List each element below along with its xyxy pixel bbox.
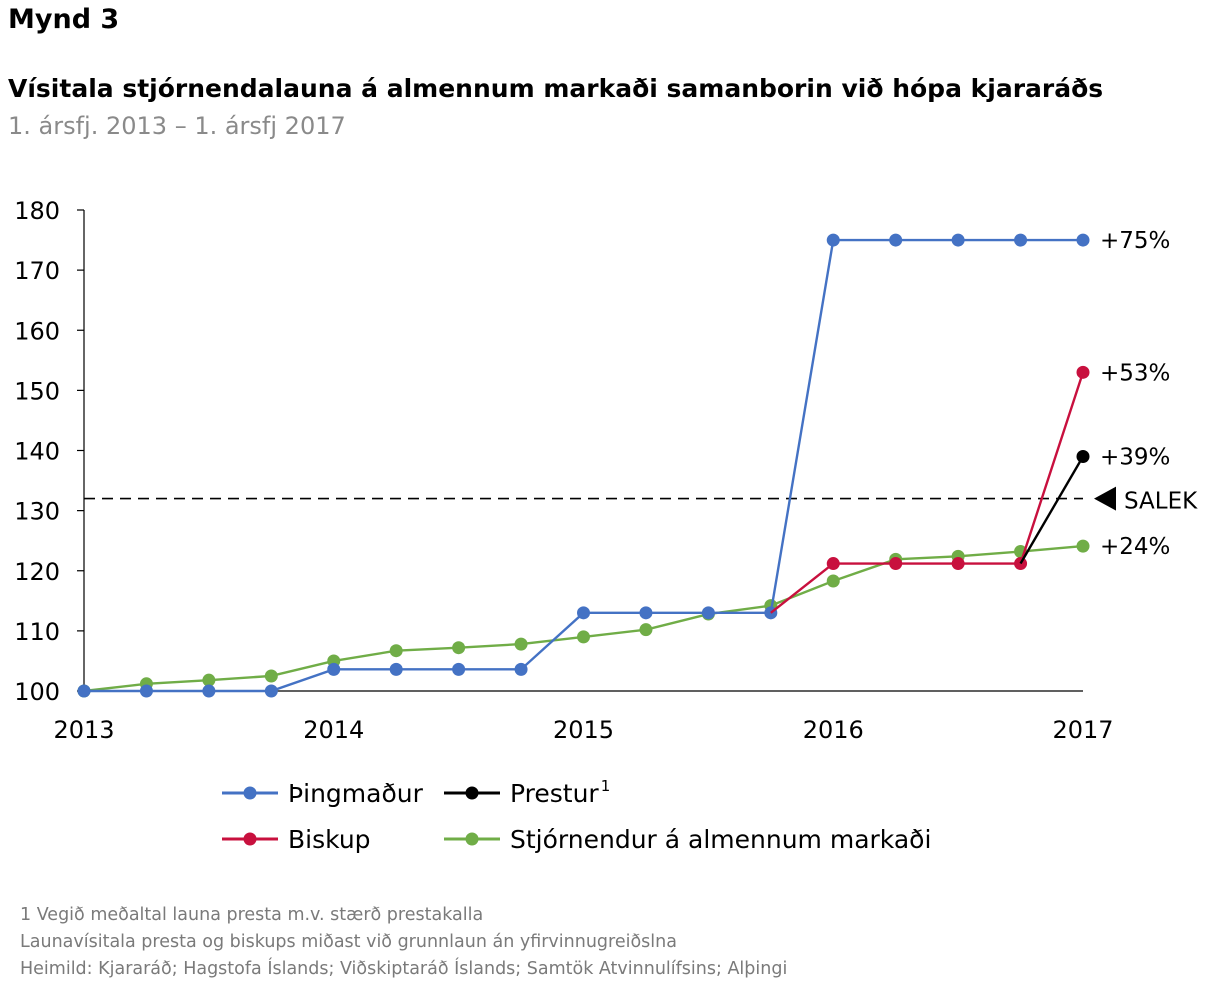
salek-reference: SALEK	[84, 486, 1198, 515]
x-tick-label: 2017	[1052, 716, 1113, 744]
legend-label: Stjórnendur á almennum markaði	[510, 825, 931, 854]
data-point	[202, 684, 216, 698]
footnote-1: 1 Vegið meðaltal launa presta m.v. stærð…	[20, 905, 484, 925]
data-point	[577, 606, 590, 620]
y-tick-label: 120	[14, 558, 60, 586]
y-tick-label: 110	[14, 618, 60, 646]
series-line	[1019, 455, 1085, 565]
legend-label: Prestur 1	[510, 777, 610, 808]
legend-item: Biskup	[222, 825, 371, 854]
data-point	[1014, 233, 1028, 247]
data-point	[1076, 539, 1090, 553]
series-line	[770, 371, 1085, 614]
y-tick-label: 100	[14, 678, 60, 706]
data-point	[826, 557, 840, 571]
x-tick-label: 2015	[553, 716, 614, 744]
x-tick-label: 2013	[53, 716, 114, 744]
y-tick-label: 140	[14, 438, 60, 466]
data-point	[77, 684, 91, 698]
data-point	[889, 557, 903, 571]
data-point	[826, 574, 840, 588]
end-label: +39%	[1100, 445, 1170, 471]
data-point	[452, 662, 466, 676]
salek-arrow-icon	[1094, 486, 1116, 511]
x-tick-label: 2016	[803, 716, 864, 744]
data-point	[1076, 365, 1090, 379]
chart-title: Vísitala stjórnendalauna á almennum mark…	[8, 74, 1104, 103]
legend-label: Þingmaður	[288, 779, 424, 808]
series-2	[770, 365, 1090, 614]
data-point	[514, 637, 528, 651]
footnote-source: Heimild: Kjararáð; Hagstofa Íslands; Við…	[20, 959, 788, 979]
data-point	[139, 684, 153, 698]
legend-swatch-marker	[465, 832, 479, 846]
legend-label: Biskup	[288, 825, 371, 854]
data-point	[639, 623, 653, 637]
end-label: +24%	[1100, 534, 1170, 560]
data-point	[514, 662, 528, 676]
footnotes: 1 Vegið meðaltal launa presta m.v. stærð…	[20, 902, 787, 983]
y-tick-label: 170	[14, 257, 60, 285]
legend-swatch-marker	[243, 786, 257, 800]
y-tick-label: 180	[14, 197, 60, 225]
data-point	[951, 557, 965, 571]
x-tick-label: 2014	[303, 716, 364, 744]
legend-item: Þingmaður	[222, 779, 424, 808]
data-point	[452, 641, 466, 655]
series-line	[84, 238, 1083, 693]
data-point	[389, 662, 403, 676]
series-0	[77, 233, 1090, 698]
data-point	[389, 644, 403, 658]
series-1	[1019, 450, 1090, 565]
chart-subtitle: 1. ársfj. 2013 – 1. ársfj 2017	[8, 112, 346, 140]
end-label: +75%	[1100, 228, 1170, 254]
legend-item: Prestur 1	[444, 777, 610, 808]
y-tick-label: 150	[14, 377, 60, 405]
data-point	[639, 606, 653, 620]
data-point	[264, 669, 278, 683]
data-point	[577, 630, 590, 644]
data-point	[1076, 450, 1090, 464]
data-point	[701, 606, 715, 620]
data-point	[202, 673, 216, 687]
data-point	[327, 662, 341, 676]
line-chart: 100 110 120 130 140 150 160 170 180 2013 2014 2015 2…	[14, 197, 1198, 854]
y-tick-label: 130	[14, 498, 60, 526]
legend: Þingmaður Prestur 1 Biskup Stjórnendur á alm…	[222, 777, 931, 854]
data-point	[1076, 233, 1090, 247]
data-point	[889, 233, 903, 247]
data-point	[264, 684, 278, 698]
legend-item: Stjórnendur á almennum markaði	[444, 825, 931, 854]
legend-swatch-marker	[465, 786, 479, 800]
end-label: +53%	[1100, 360, 1170, 386]
data-point	[826, 233, 840, 247]
y-tick-label: 160	[14, 317, 60, 345]
axes: 100 110 120 130 140 150 160 170 180 2013 2014 2015 2…	[14, 197, 1113, 744]
series-lines: +75% +39% +53% +24%	[77, 228, 1170, 698]
legend-swatch-marker	[243, 832, 257, 846]
salek-label: SALEK	[1124, 489, 1198, 515]
legend-superscript: 1	[601, 777, 611, 795]
data-point	[951, 233, 965, 247]
footnote-2: Launavísitala presta og biskups miðast v…	[20, 932, 677, 952]
figure-label: Mynd 3	[8, 4, 120, 35]
